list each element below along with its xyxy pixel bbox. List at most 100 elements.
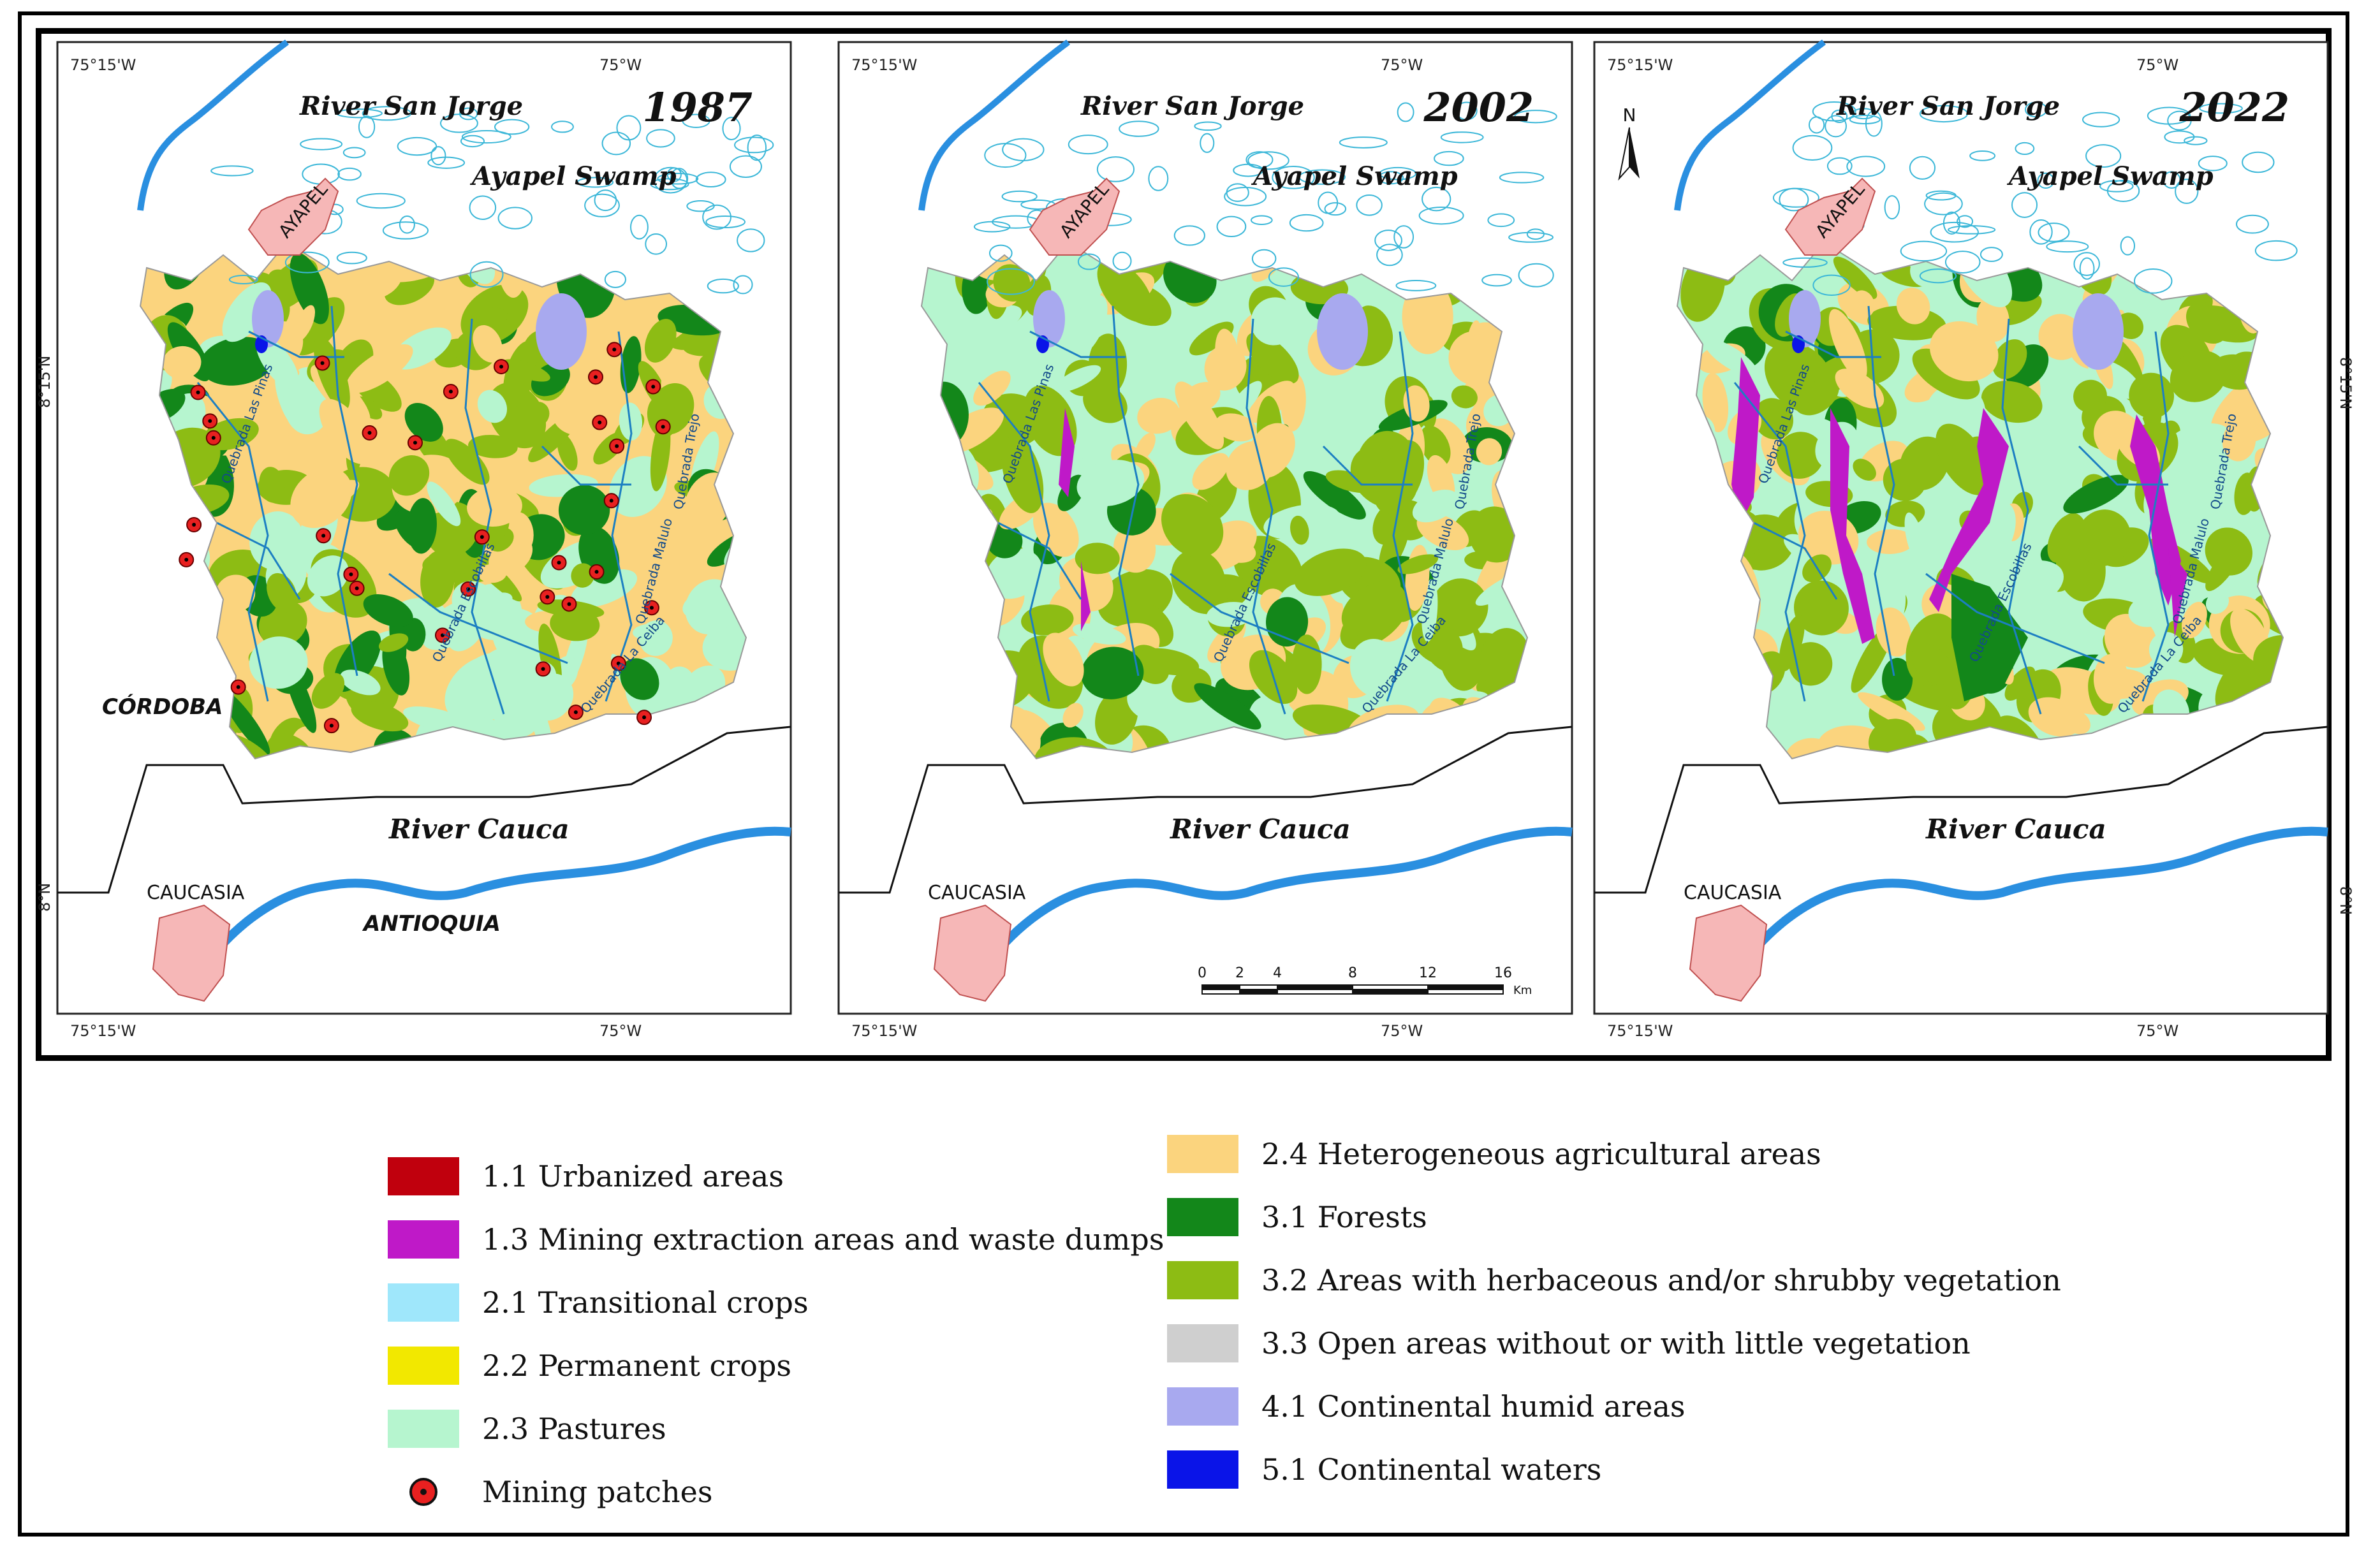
patch-3-2 — [525, 402, 550, 427]
north-arrow-label: N — [1623, 105, 1636, 126]
mining-area — [1081, 561, 1091, 631]
legend-item: 3.1 Forests — [1167, 1198, 1427, 1236]
patch-3-2 — [1137, 648, 1200, 676]
legend-swatch — [388, 1157, 459, 1195]
mining-area — [1929, 408, 2009, 612]
patch-2-3 — [1076, 460, 1145, 507]
study-area-outline — [920, 241, 1529, 760]
outer-frame — [18, 11, 2349, 1537]
patch-2-4 — [2182, 601, 2207, 639]
swamp-water-body — [1508, 231, 1554, 243]
swamp-water-body — [2164, 130, 2195, 144]
swamp-water-body — [342, 147, 366, 159]
patch-2-4 — [1867, 529, 1914, 555]
swamp-water-body — [1924, 192, 1963, 215]
patch-3-2 — [2076, 509, 2131, 566]
patch-2-4 — [973, 370, 1011, 406]
patch-2-3 — [1339, 377, 1371, 423]
swamp-water-body — [2199, 103, 2243, 114]
graticule-lon-east-top: 75°W — [1381, 56, 1423, 74]
swamp-water-body — [427, 156, 466, 169]
swamp-water-body — [657, 172, 699, 185]
patch-2-4 — [1062, 703, 1083, 728]
swamp-water-body — [2046, 240, 2089, 253]
patch-2-4 — [1876, 607, 1911, 657]
patch-3-2 — [1095, 688, 1138, 745]
legend-label: 2.1 Transitional crops — [482, 1285, 809, 1320]
patch-2-3 — [1904, 512, 1927, 569]
swamp-water-body — [733, 275, 753, 295]
swamp-water-body — [2235, 214, 2269, 234]
graticule-lon-west-bottom: 75°15'W — [851, 1022, 917, 1040]
swamp-water-body — [1919, 268, 1957, 284]
swamp-water-body — [1096, 156, 1135, 182]
humid-area — [1789, 290, 1821, 347]
swamp-water-body — [2254, 240, 2298, 261]
patch-3-2 — [1793, 580, 1849, 636]
patch-3-2 — [1097, 259, 1154, 323]
stream — [1925, 573, 2105, 664]
swamp-water-body — [1944, 251, 1981, 274]
swamp-water-body — [1481, 274, 1512, 287]
mining-patch-center — [545, 595, 550, 599]
swamp-water-body — [1487, 213, 1515, 228]
legend-item: 2.3 Pastures — [388, 1410, 666, 1448]
swamp-water-body — [702, 204, 731, 230]
legend-swatch — [1167, 1450, 1238, 1489]
swamp-water-body — [300, 138, 343, 150]
mining-patch-center — [349, 572, 353, 576]
swamp-water-body — [1324, 202, 1347, 216]
river-cauca — [1717, 826, 2328, 997]
label-river-cauca: River Cauca — [1925, 814, 2106, 845]
graticule-lat-south: 8°N — [36, 883, 54, 912]
swamp-water-body — [973, 221, 1011, 233]
mining-patch-center — [499, 365, 504, 369]
swamp-water-body — [1455, 101, 1478, 120]
swamp-water-body — [1900, 240, 1948, 262]
swamp-water-body — [1119, 120, 1159, 137]
mining-patch-center — [567, 602, 571, 606]
swamp-water-body — [1772, 187, 1819, 208]
humid-area — [536, 293, 587, 370]
legend-item: Mining patches — [388, 1473, 712, 1511]
stream — [2001, 318, 2042, 715]
scale-tick-label: 8 — [1348, 965, 1357, 981]
graticule-lon-east-top: 75°W — [599, 56, 642, 74]
patch-2-3 — [403, 706, 472, 733]
legend-item: 5.1 Continental waters — [1167, 1450, 1601, 1489]
swamp-water-body — [336, 251, 367, 265]
stream — [1322, 445, 1413, 486]
swamp-water-body — [705, 215, 746, 229]
swamp-water-body — [601, 131, 631, 156]
swamp-water-body — [2147, 106, 2191, 125]
swamp-water-body — [1514, 110, 1557, 124]
scale-segment-top — [1201, 984, 1240, 990]
scale-segment-top — [1427, 984, 1504, 990]
stream — [978, 382, 1050, 702]
mining-patch-center — [440, 633, 444, 638]
swamp-water-body — [1200, 133, 1215, 153]
patch-2-3 — [639, 620, 673, 656]
patch-3-2 — [1431, 578, 1488, 637]
swamp-water-body — [1499, 172, 1545, 184]
patch-2-4 — [1247, 423, 1295, 478]
stream — [1029, 330, 1126, 358]
scale-tick-label: 16 — [1494, 965, 1512, 981]
patch-3-2 — [1171, 549, 1226, 611]
mining-patch-center — [466, 587, 471, 591]
swamp-water-body — [1397, 102, 1414, 122]
patch-3-1 — [620, 658, 659, 700]
ayapel-town — [1029, 177, 1120, 256]
stream — [216, 522, 301, 600]
river-san-jorge — [137, 39, 289, 211]
legend-item: 4.1 Continental humid areas — [1167, 1387, 1686, 1426]
mining-patch-center — [211, 435, 216, 440]
scale-segment-bottom — [1201, 989, 1240, 995]
patch-3-1 — [1303, 471, 1366, 520]
patch-2-4 — [290, 467, 352, 529]
label-river-san-jorge: River San Jorge — [299, 91, 523, 121]
ayapel-town — [1784, 177, 1876, 256]
patch-3-2 — [444, 439, 490, 485]
swamp-water-body — [2073, 252, 2100, 276]
swamp-water-body — [988, 244, 1013, 262]
